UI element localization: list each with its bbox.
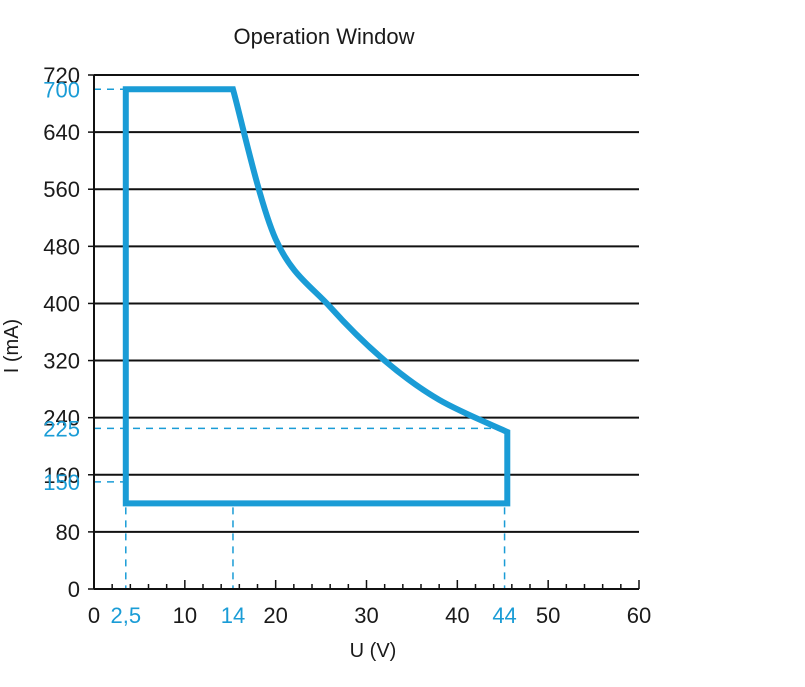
y-tick-label: 560: [43, 177, 80, 202]
y-tick-label: 80: [56, 520, 80, 545]
axes: [88, 74, 640, 590]
x-tick-label: 40: [445, 603, 469, 628]
y-tick-label: 720: [43, 63, 80, 88]
series-layer: [122, 86, 511, 507]
x-axis-title: U (V): [350, 640, 397, 662]
y-tick-label: 400: [43, 291, 80, 316]
y-tick-label: 480: [43, 234, 80, 259]
x-tick-label: 20: [263, 603, 287, 628]
y-tick-label: 0: [68, 577, 80, 602]
x-tick-label: 10: [173, 603, 197, 628]
chart-title: Operation Window: [234, 24, 415, 49]
y-tick-label: 160: [43, 463, 80, 488]
x-tick-label: 0: [88, 603, 100, 628]
y-highlight-label: 150: [43, 470, 80, 495]
y-tick-label: 320: [43, 349, 80, 374]
y-tick-label: 640: [43, 120, 80, 145]
x-highlight-label: 44: [492, 603, 516, 628]
y-axis-title: I (mA): [1, 319, 23, 373]
y-highlight-label: 700: [43, 77, 80, 102]
x-highlight-label: 2,5: [110, 603, 141, 628]
x-tick-label: 50: [536, 603, 560, 628]
y-tick-label: 240: [43, 406, 80, 431]
x-tick-label: 60: [627, 603, 651, 628]
guide-lines: [94, 88, 508, 589]
y-highlight-label: 225: [43, 416, 80, 441]
x-tick-label: 30: [354, 603, 378, 628]
operation-window-line: [122, 86, 511, 507]
x-highlight-label: 14: [221, 603, 245, 628]
tick-labels: 0 10 20 30 40 50 60 0 80 160 240 320 400 480 560 640 720…: [43, 63, 651, 628]
grid-lines: [94, 74, 639, 533]
